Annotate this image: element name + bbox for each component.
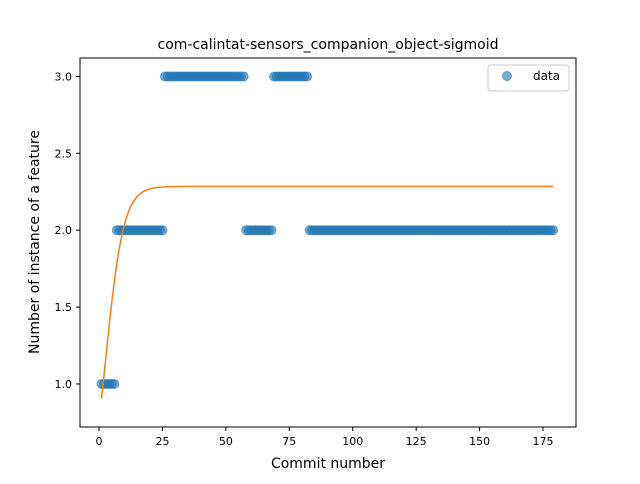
x-tick-label: 150 <box>469 435 490 448</box>
plot-area <box>96 71 559 399</box>
chart-title: com-calintat-sensors_companion_object-si… <box>158 37 499 53</box>
x-tick-label: 175 <box>533 435 554 448</box>
y-axis-label: Number of instance of a feature <box>27 130 43 354</box>
x-tick-label: 75 <box>282 435 296 448</box>
legend-label-data: data <box>533 69 560 83</box>
axes-frame <box>79 57 577 428</box>
data-point <box>157 225 168 236</box>
x-tick-label: 125 <box>406 435 427 448</box>
sigmoid-fit-line <box>100 185 554 399</box>
x-tick-label: 100 <box>342 435 363 448</box>
data-point <box>238 71 249 82</box>
legend-marker-data <box>502 71 512 81</box>
y-axis-ticks: 1.0 1.5 2.0 2.5 3.0 <box>55 70 80 391</box>
data-point <box>548 225 559 236</box>
x-tick-label: 25 <box>155 435 169 448</box>
y-tick-label: 1.5 <box>55 301 73 314</box>
x-tick-label: 50 <box>219 435 233 448</box>
x-axis-label: Commit number <box>271 456 385 472</box>
data-point <box>109 378 120 389</box>
y-tick-label: 3.0 <box>55 70 73 83</box>
y-tick-label: 2.5 <box>55 147 73 160</box>
x-axis-ticks: 0 25 50 75 100 125 150 175 <box>96 427 554 448</box>
y-tick-label: 2.0 <box>55 224 73 237</box>
data-points <box>96 71 559 389</box>
data-point <box>266 225 277 236</box>
legend: data <box>487 64 570 92</box>
x-tick-label: 0 <box>96 435 103 448</box>
data-point <box>302 71 313 82</box>
y-tick-label: 1.0 <box>55 378 73 391</box>
